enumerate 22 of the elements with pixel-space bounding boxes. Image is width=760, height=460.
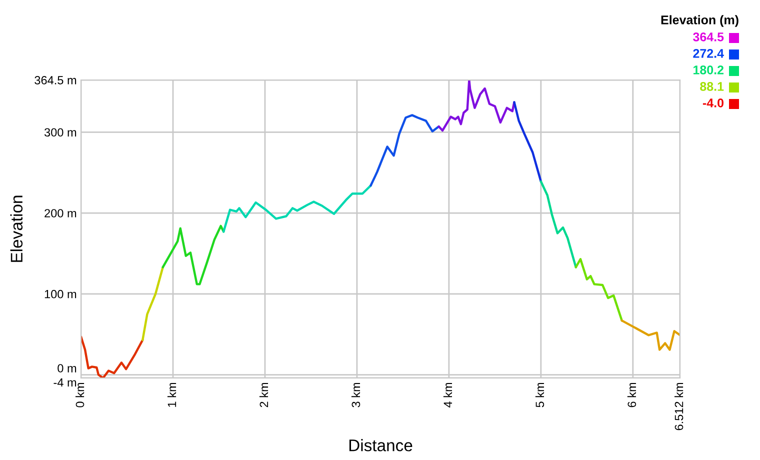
- y-tick-label: 300 m: [44, 128, 76, 137]
- text: 364.5: [693, 32, 724, 42]
- x-tick-label: 2 km: [259, 382, 268, 408]
- y-tick-label: 200 m: [44, 209, 76, 218]
- x-tick-label: 6.512 km: [674, 382, 684, 430]
- y-axis-title: Elevation: [10, 196, 23, 262]
- x-tick-label: 5 km: [535, 382, 544, 408]
- y-tick-label: 0 m: [58, 364, 76, 372]
- x-tick-label: 4 km: [443, 382, 452, 408]
- y-tick-label: 364.5 m: [34, 76, 76, 84]
- x-tick-label: 1 km: [167, 382, 176, 407]
- text: 180.2: [694, 66, 724, 74]
- x-axis-title: Distance: [349, 439, 412, 452]
- text: -4.0: [702, 98, 724, 108]
- x-tick-label: 6 km: [627, 382, 636, 408]
- text: 272.4: [693, 49, 724, 58]
- y-tick-label: 100 m: [44, 290, 76, 298]
- x-tick-label: 3 km: [351, 382, 360, 408]
- color-bar-title: Elevation (m): [661, 15, 738, 27]
- y-tick-label: -4 m: [54, 378, 76, 387]
- text: 88.1: [700, 82, 724, 91]
- x-tick-label: 0 km: [76, 382, 84, 408]
